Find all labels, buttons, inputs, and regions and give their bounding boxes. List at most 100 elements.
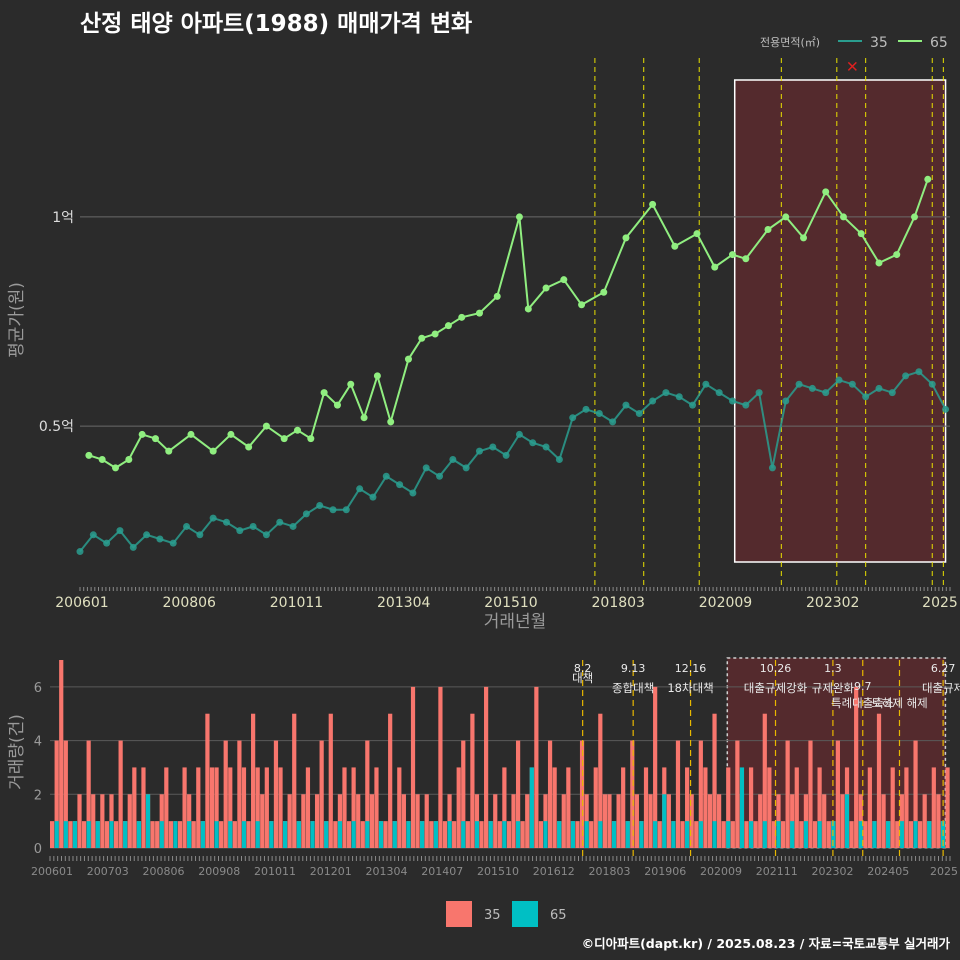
bar-35	[547, 740, 553, 848]
bar-35	[342, 767, 347, 848]
bar-35	[712, 713, 717, 848]
data-point-65	[782, 213, 790, 221]
bar-35	[159, 794, 164, 848]
data-point-65	[294, 426, 301, 434]
bar-65	[698, 821, 703, 848]
bar-65	[461, 821, 466, 848]
legend: 35 65	[446, 901, 567, 927]
y-axis-label: 거래량(건)	[7, 714, 27, 790]
policy-label: 18차대책	[667, 681, 713, 695]
bar-35	[109, 794, 114, 848]
bar-35	[438, 686, 443, 848]
y-tick-label: 2	[34, 788, 42, 803]
x-tick-label: 202302	[812, 865, 854, 878]
bar-35	[808, 740, 813, 848]
bar-65	[228, 821, 233, 848]
bar-35	[401, 794, 406, 848]
bar-35	[429, 821, 434, 848]
data-point-35	[209, 514, 217, 522]
data-point-35	[768, 464, 776, 472]
bar-35	[86, 740, 91, 848]
bar-35	[104, 821, 110, 848]
data-point-35	[396, 481, 404, 489]
bar-35	[141, 767, 146, 848]
data-point-35	[502, 451, 510, 459]
data-point-35	[116, 527, 124, 535]
chart-title: 산정 태양 아파트(1988) 매매가격 변화	[80, 11, 473, 37]
bar-35	[205, 713, 210, 848]
bar-35	[287, 794, 292, 848]
bar-35	[579, 740, 585, 848]
bar-35	[461, 740, 466, 848]
x-tick-label: 201510	[477, 865, 519, 878]
x-tick-label: 202009	[700, 865, 742, 878]
bar-35	[657, 821, 662, 848]
bar-35	[726, 767, 731, 848]
legend-label-35: 35	[870, 35, 888, 51]
data-point-65	[227, 430, 235, 438]
bar-35	[219, 821, 224, 848]
bar-65	[529, 767, 534, 848]
bar-35	[397, 767, 402, 848]
data-point-65	[245, 443, 253, 451]
bar-65	[95, 821, 100, 848]
data-point-35	[595, 410, 603, 418]
bar-35	[493, 794, 498, 848]
x-tick-label: 201304	[366, 865, 408, 878]
bar-35	[707, 794, 713, 848]
bar-65	[584, 821, 589, 848]
data-point-35	[848, 380, 856, 388]
bar-35	[735, 740, 740, 848]
bar-35	[698, 740, 703, 848]
bar-35	[232, 821, 237, 848]
data-point-35	[436, 472, 444, 480]
bar-35	[410, 686, 416, 848]
bar-35	[758, 794, 763, 848]
bar-35	[447, 794, 452, 848]
bar-35	[301, 794, 306, 848]
bar-35	[132, 767, 137, 848]
data-point-35	[729, 397, 736, 405]
x-tick-label: 2025	[930, 865, 958, 878]
data-point-65	[578, 301, 586, 309]
bar-35	[346, 821, 352, 848]
bar-65	[159, 821, 164, 848]
policy-label: 대출규제강화	[744, 681, 808, 695]
x-tick-label: 201803	[592, 595, 645, 611]
data-point-35	[795, 380, 803, 388]
data-point-65	[839, 213, 847, 221]
bar-35	[260, 794, 265, 848]
red-x-marker	[847, 61, 857, 71]
bar-35	[442, 821, 448, 848]
data-point-35	[409, 489, 417, 497]
data-point-35	[622, 401, 630, 409]
legend-swatch-35	[446, 901, 472, 927]
bar-65	[378, 821, 384, 848]
data-point-35	[422, 464, 430, 472]
x-tick-label: 200908	[198, 865, 240, 878]
price-chart: 0.5억 1억 200601 200806 201011 201304 201510 2018…	[7, 35, 958, 632]
x-tick-label: 200703	[87, 865, 129, 878]
bar-35	[209, 767, 215, 848]
bar-35	[223, 740, 228, 848]
bar-35	[817, 767, 822, 848]
bar-35	[479, 821, 484, 848]
bar-35	[685, 767, 690, 848]
bar-35	[543, 794, 548, 848]
bar-35	[826, 821, 831, 848]
bar-65	[639, 821, 644, 848]
data-point-35	[475, 447, 483, 455]
bar-35	[365, 740, 370, 848]
bar-65	[762, 821, 767, 848]
data-point-35	[569, 414, 577, 422]
data-point-65	[822, 188, 830, 196]
data-point-65	[333, 401, 341, 409]
data-point-35	[76, 548, 84, 556]
bar-35	[191, 821, 196, 848]
bar-65	[324, 821, 329, 848]
bar-65	[872, 821, 877, 848]
bar-35	[484, 686, 489, 848]
bar-65	[502, 821, 507, 848]
bar-35	[675, 740, 681, 848]
bar-35	[388, 713, 393, 848]
